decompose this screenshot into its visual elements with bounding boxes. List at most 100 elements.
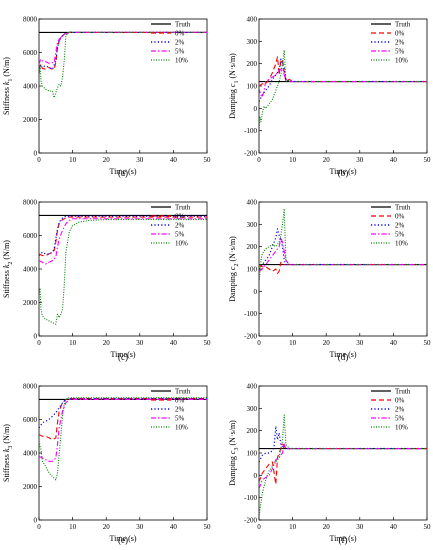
x-tick-label-f-3: 30	[356, 523, 364, 531]
y-tick-label-a-1: 2000	[23, 116, 38, 124]
y-tick-label-d-5: 300	[247, 221, 258, 229]
legend-label-f-4: 10%	[395, 424, 408, 432]
x-tick-label-f-2: 20	[323, 523, 331, 531]
y-axis-label-sub-d: 2	[234, 263, 240, 266]
x-tick-label-d-3: 30	[356, 339, 364, 347]
legend-label-a-2: 2%	[175, 39, 185, 47]
x-tick-label-e-4: 40	[170, 523, 178, 531]
series-line-f-4	[259, 414, 427, 518]
y-tick-label-b-5: 300	[247, 38, 258, 46]
y-tick-label-b-3: 100	[247, 83, 258, 91]
legend-label-b-3: 5%	[395, 48, 405, 56]
panel-c: 0 10 20 30 40 50 0 2000 4000 6000 8000 Time(s) Stiff…	[2, 199, 211, 363]
legend-label-a-0: Truth	[175, 21, 191, 29]
legend-label-f-3: 5%	[395, 415, 405, 423]
series-line-b-3	[259, 67, 427, 98]
legend-label-c-0: Truth	[175, 204, 191, 212]
x-tick-label-d-5: 50	[424, 339, 432, 347]
y-axis-label-unit-e: (N/m)	[2, 424, 11, 446]
x-tick-label-b-3: 30	[356, 156, 364, 164]
series-line-d-1	[259, 261, 427, 275]
series-group-c	[39, 214, 207, 325]
y-axis-label-var-e: k	[2, 448, 11, 452]
legend-label-e-1: 0%	[175, 397, 185, 405]
y-tick-label-d-3: 100	[247, 266, 258, 274]
y-axis-label-var-d: c	[228, 266, 237, 270]
y-axis-label-f: Damping c3 (N·s/m)	[228, 420, 240, 486]
panel-caption-e: (e)	[118, 535, 128, 545]
y-axis-label-sub-a: 1	[8, 79, 14, 82]
y-tick-label-f-6: 400	[247, 383, 258, 391]
y-tick-label-e-3: 6000	[23, 416, 38, 424]
x-axis-label-a: Time (s)	[109, 167, 136, 176]
y-tick-label-f-4: 200	[247, 427, 258, 435]
legend-label-c-1: 0%	[175, 213, 185, 221]
x-tick-label-a-2: 20	[103, 156, 111, 164]
y-tick-label-e-1: 2000	[23, 483, 38, 491]
legend-label-d-1: 0%	[395, 213, 405, 221]
legend-label-f-1: 0%	[395, 397, 405, 405]
legend-label-b-0: Truth	[395, 21, 411, 29]
y-tick-label-f-1: -100	[244, 494, 257, 502]
x-tick-label-c-4: 40	[170, 339, 178, 347]
legend-label-e-4: 10%	[175, 424, 188, 432]
x-tick-label-b-1: 10	[289, 156, 297, 164]
y-tick-label-f-0: -200	[244, 517, 257, 525]
x-tick-label-d-0: 0	[257, 339, 261, 347]
panel-d: 0 10 20 30 40 50 -200 -100 0 100 200 300 400 Time (s)…	[228, 199, 431, 363]
y-tick-label-c-3: 6000	[23, 232, 38, 240]
y-tick-label-d-1: -100	[244, 310, 257, 318]
x-tick-label-c-3: 30	[136, 339, 144, 347]
y-tick-label-d-2: 0	[254, 288, 258, 296]
y-axis-label-unit-f: (N·s/m)	[228, 420, 237, 448]
y-tick-label-f-3: 100	[247, 450, 258, 458]
y-axis-label-name-b: Damping	[228, 87, 237, 119]
series-group-e	[39, 397, 207, 481]
x-tick-label-c-0: 0	[37, 339, 41, 347]
y-tick-label-d-6: 400	[247, 199, 258, 207]
legend-label-c-4: 10%	[175, 240, 188, 248]
x-tick-label-a-0: 0	[37, 156, 41, 164]
y-axis-label-name-c: Stiffness	[2, 268, 11, 298]
y-tick-label-c-0: 0	[34, 333, 38, 341]
y-tick-label-c-2: 4000	[23, 266, 38, 274]
y-axis-label-sub-b: 1	[234, 80, 240, 83]
legend-label-a-4: 10%	[175, 57, 188, 65]
y-tick-label-a-3: 6000	[23, 49, 38, 57]
x-tick-label-a-5: 50	[204, 156, 212, 164]
x-tick-label-e-2: 20	[103, 523, 111, 531]
y-tick-label-e-4: 8000	[23, 383, 38, 391]
y-tick-label-b-1: -100	[244, 127, 257, 135]
y-tick-label-a-4: 8000	[23, 16, 38, 24]
x-tick-label-e-0: 0	[37, 523, 41, 531]
legend-label-b-4: 10%	[395, 57, 408, 65]
series-group-b	[259, 49, 427, 131]
legend-label-e-3: 5%	[175, 415, 185, 423]
panel-e: 0 10 20 30 40 50 0 2000 4000 6000 8000 Time (s) Stif…	[2, 383, 211, 546]
legend-label-b-1: 0%	[395, 30, 405, 38]
x-axis-label-b: Time (s)	[329, 167, 356, 176]
series-line-b-1	[259, 56, 427, 87]
y-axis-label-sub-c: 2	[8, 262, 14, 265]
series-group-d	[259, 208, 427, 283]
x-tick-label-e-1: 10	[69, 523, 77, 531]
x-tick-label-a-3: 30	[136, 156, 144, 164]
series-line-c-4	[39, 219, 207, 325]
x-tick-label-b-0: 0	[257, 156, 261, 164]
series-line-e-1	[39, 398, 207, 441]
y-axis-label-name-a: Stiffness	[2, 85, 11, 115]
y-axis-label-b: Damping c1 (N·s/m)	[228, 53, 240, 119]
legend-label-c-3: 5%	[175, 231, 185, 239]
x-tick-label-a-1: 10	[69, 156, 77, 164]
y-axis-label-unit-c: (N/m)	[2, 240, 11, 262]
series-line-c-3	[39, 218, 207, 265]
legend-label-c-2: 2%	[175, 222, 185, 230]
y-tick-label-d-0: -200	[244, 333, 257, 341]
panel-caption-c: (c)	[118, 352, 128, 362]
y-tick-label-f-5: 300	[247, 405, 258, 413]
panel-caption-d: (d)	[338, 352, 349, 362]
series-group-f	[259, 414, 427, 518]
x-tick-label-f-5: 50	[424, 523, 432, 531]
y-axis-label-sub-f: 3	[234, 447, 240, 450]
